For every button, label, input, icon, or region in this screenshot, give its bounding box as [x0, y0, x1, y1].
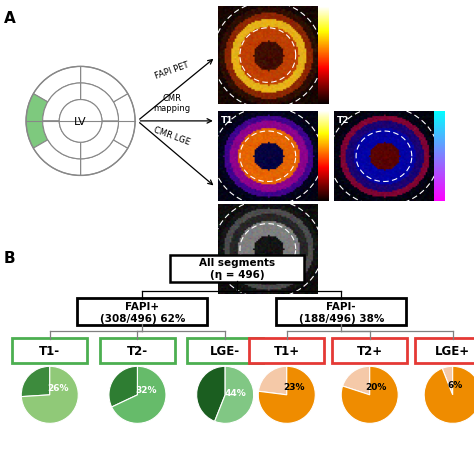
Circle shape: [59, 101, 102, 143]
Wedge shape: [258, 366, 315, 423]
Text: T1-: T1-: [39, 345, 60, 358]
FancyBboxPatch shape: [188, 339, 263, 364]
FancyBboxPatch shape: [249, 339, 324, 364]
Text: T2: T2: [337, 116, 350, 124]
Wedge shape: [109, 366, 137, 407]
Wedge shape: [33, 67, 81, 103]
Wedge shape: [215, 366, 254, 423]
FancyBboxPatch shape: [170, 255, 304, 282]
Wedge shape: [343, 366, 370, 395]
Text: 44%: 44%: [225, 388, 246, 397]
Text: LV: LV: [74, 117, 87, 127]
Text: LGE-: LGE-: [210, 345, 240, 358]
Wedge shape: [113, 95, 135, 149]
Text: T2-: T2-: [127, 345, 148, 358]
Wedge shape: [81, 122, 118, 159]
Text: CMR LGE: CMR LGE: [153, 125, 191, 146]
Wedge shape: [112, 366, 166, 423]
Text: 23%: 23%: [283, 382, 305, 392]
FancyBboxPatch shape: [276, 298, 406, 326]
Text: T2+: T2+: [356, 345, 383, 358]
Wedge shape: [197, 366, 225, 421]
Wedge shape: [21, 366, 50, 397]
Text: 26%: 26%: [47, 383, 68, 392]
Wedge shape: [81, 67, 128, 103]
Text: FAPI PET: FAPI PET: [154, 61, 190, 81]
Text: B: B: [4, 250, 16, 265]
Text: 20%: 20%: [365, 382, 387, 391]
Wedge shape: [258, 366, 287, 395]
Wedge shape: [33, 140, 81, 176]
Wedge shape: [21, 366, 78, 423]
Wedge shape: [43, 84, 81, 122]
Text: T1: T1: [221, 116, 234, 124]
Wedge shape: [424, 366, 474, 423]
Text: All segments
(η = 496): All segments (η = 496): [199, 258, 275, 279]
Wedge shape: [341, 366, 398, 423]
Text: T1+: T1+: [273, 345, 300, 358]
FancyBboxPatch shape: [332, 339, 408, 364]
Wedge shape: [442, 366, 453, 395]
FancyBboxPatch shape: [77, 298, 207, 326]
Text: A: A: [4, 11, 16, 25]
FancyBboxPatch shape: [12, 339, 88, 364]
Text: 32%: 32%: [136, 385, 157, 394]
FancyBboxPatch shape: [100, 339, 175, 364]
Wedge shape: [81, 84, 118, 122]
Text: 6%: 6%: [447, 380, 462, 389]
Text: FAPI+
(308/496) 62%: FAPI+ (308/496) 62%: [100, 302, 185, 323]
Text: CMR
mapping: CMR mapping: [153, 94, 191, 113]
Wedge shape: [81, 140, 128, 176]
Text: FAPI-
(188/496) 38%: FAPI- (188/496) 38%: [299, 302, 384, 323]
Wedge shape: [43, 122, 81, 159]
Text: LGE+: LGE+: [435, 345, 470, 358]
FancyBboxPatch shape: [415, 339, 474, 364]
Wedge shape: [26, 95, 48, 149]
